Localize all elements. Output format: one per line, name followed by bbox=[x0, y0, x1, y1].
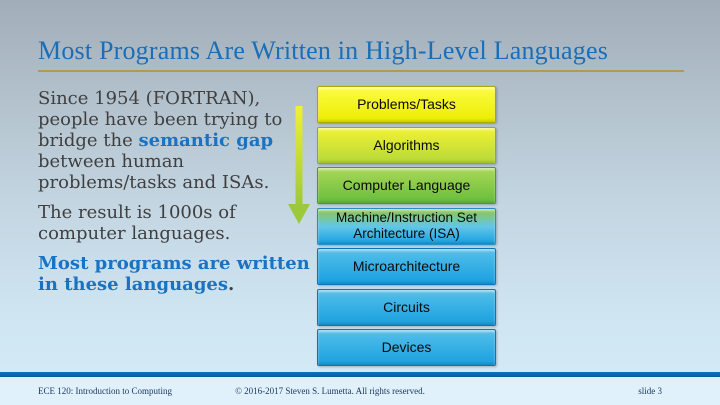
paragraph-most-programs-text: Most programs are written in these langu… bbox=[38, 253, 310, 296]
slide-title: Most Programs Are Written in High-Level … bbox=[38, 36, 609, 65]
abstraction-stack: Problems/Tasks Algorithms Computer Langu… bbox=[317, 86, 496, 366]
stack-layer-devices: Devices bbox=[317, 329, 496, 366]
footer-slide-number: slide 3 bbox=[638, 386, 662, 396]
down-arrow-icon bbox=[288, 106, 310, 224]
stack-layer-problems-tasks: Problems/Tasks bbox=[317, 86, 496, 123]
footer-course: ECE 120: Introduction to Computing bbox=[38, 386, 172, 396]
paragraph-most-programs: Most programs are written in these langu… bbox=[38, 253, 316, 295]
stack-layer-isa: Machine/Instruction Set Architecture (IS… bbox=[317, 207, 496, 245]
highlight-semantic-gap: semantic gap bbox=[138, 130, 274, 152]
footer: ECE 120: Introduction to Computing © 201… bbox=[0, 377, 720, 405]
paragraph-most-programs-period: . bbox=[228, 274, 235, 296]
paragraph-semantic-gap: Since 1954 (FORTRAN), people have been t… bbox=[38, 88, 316, 193]
footer-stripe bbox=[0, 372, 720, 377]
stack-layer-algorithms: Algorithms bbox=[317, 126, 496, 164]
paragraph-semantic-gap-pre: Since 1954 (FORTRAN), people have been t… bbox=[38, 88, 283, 152]
paragraph-semantic-gap-post: between human problems/tasks and ISAs. bbox=[38, 151, 270, 194]
stack-layer-microarchitecture: Microarchitecture bbox=[317, 248, 496, 285]
title-underline bbox=[38, 70, 684, 72]
body-text: Since 1954 (FORTRAN), people have been t… bbox=[38, 88, 316, 304]
stack-layer-circuits: Circuits bbox=[317, 288, 496, 326]
paragraph-result: The result is 1000s of computer language… bbox=[38, 202, 236, 245]
footer-copyright: © 2016-2017 Steven S. Lumetta. All right… bbox=[235, 386, 425, 396]
stack-layer-computer-language: Computer Language bbox=[317, 167, 496, 204]
